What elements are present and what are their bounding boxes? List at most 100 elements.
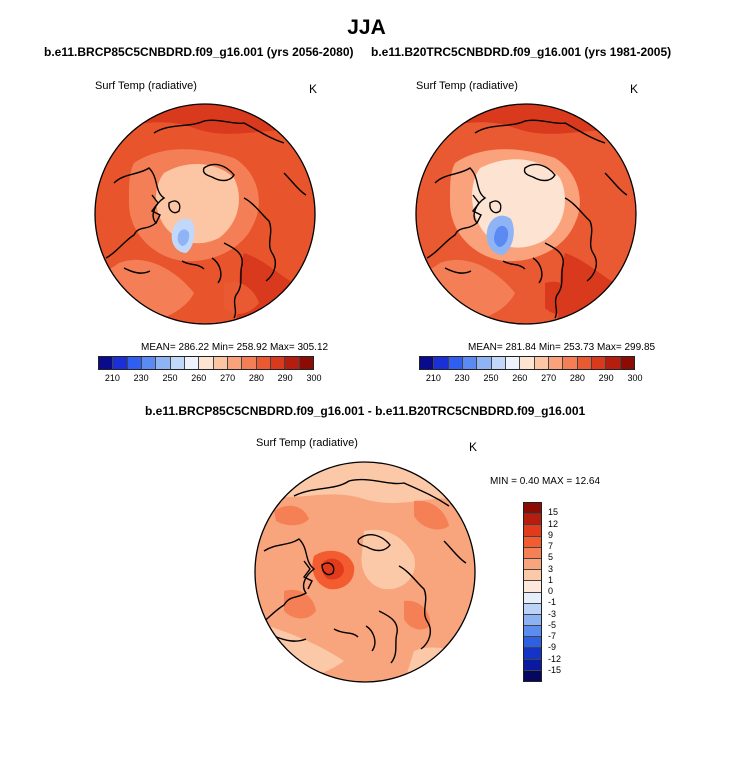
panel3-colorbar-swatch (524, 603, 541, 615)
panel3-colorbar-swatch (524, 592, 541, 604)
panel3-colorbar-swatch (524, 614, 541, 627)
panel2-colorbar-swatch (491, 357, 506, 369)
panel1-colorbar-swatch (127, 357, 142, 369)
panel2-colorbar-tick-label: 270 (541, 373, 557, 383)
panel2-colorbar (419, 356, 635, 370)
panel1-colorbar-swatch (156, 357, 171, 369)
panel1-unit-label: K (309, 82, 318, 96)
panel1-colorbar-ticks: 210 230 250 260 270 280 290 300 (98, 373, 322, 387)
panel1-polar-map (94, 103, 316, 325)
panel1-colorbar-tick-label: 290 (277, 373, 293, 383)
panel2-case-title: b.e11.B20TRC5CNBDRD.f09_g16.001 (yrs 198… (371, 45, 672, 59)
panel3-colorbar-swatch (524, 514, 541, 526)
panel2-colorbar-tick-label: 290 (598, 373, 614, 383)
panel3-polar-map (254, 461, 476, 683)
panel2-colorbar-ticks: 210 230 250 260 270 280 290 300 (419, 373, 643, 387)
panel1-colorbar-swatches (98, 356, 314, 370)
panel2-colorbar-swatch (520, 357, 535, 369)
panel3-colorbar-tick-label: 3 (548, 563, 554, 574)
panel1-colorbar-swatch (227, 357, 243, 369)
panel1-colorbar-swatch (270, 357, 286, 369)
panel1-colorbar-tick-label: 250 (162, 373, 178, 383)
panel1-colorbar-swatch (113, 357, 128, 369)
panel2-colorbar-tick-label: 300 (627, 373, 643, 383)
panel1-colorbar-swatch (199, 357, 214, 369)
panel2-stats: MEAN= 281.84 Min= 253.73 Max= 299.85 (468, 342, 656, 353)
panel2-colorbar-tick-label: 280 (569, 373, 585, 383)
panel1-colorbar-swatch (299, 357, 313, 369)
panel2-colorbar-swatch (548, 357, 564, 369)
panel2-colorbar-tick-label: 210 (425, 373, 441, 383)
panel3-colorbar-swatch (524, 570, 541, 582)
panel3-unit-label: K (469, 440, 478, 454)
panel1-colorbar-tick-label: 300 (306, 373, 322, 383)
panel3-colorbar-swatch (524, 626, 541, 638)
panel3-colorbar-tick-label: -3 (548, 608, 557, 619)
panel3-colorbar-swatch (524, 503, 541, 515)
panel3-case-title: b.e11.BRCP85C5CNBDRD.f09_g16.001 - b.e11… (145, 404, 586, 418)
panel2-colorbar-swatch (563, 357, 578, 369)
panel3-colorbar-tick-label: 7 (548, 541, 554, 551)
panel2-polar-map (415, 103, 637, 325)
panel2-colorbar-swatches (419, 356, 635, 370)
panel3-colorbar-tick-label: 1 (548, 574, 554, 585)
panel2-colorbar-swatch (620, 357, 634, 369)
panel2-colorbar-tick-label: 260 (512, 373, 528, 383)
panel2-colorbar-swatch (577, 357, 592, 369)
panel3-colorbar-swatch (524, 547, 541, 559)
panel3-colorbar-tick-label: 15 (548, 507, 559, 518)
panel1-colorbar-tick-label: 280 (248, 373, 264, 383)
panel1-colorbar-swatch (285, 357, 300, 369)
panel3-colorbar-tick-label: 0 (548, 586, 554, 596)
plot-title: JJA (347, 16, 386, 39)
panel3-colorbar-tick-label: -15 (548, 664, 562, 675)
panel3-colorbar-swatch (524, 525, 541, 537)
panel1-variable-label: Surf Temp (radiative) (95, 80, 197, 92)
panel3-colorbar-swatches (523, 502, 542, 682)
panel2-colorbar-tick-label: 250 (483, 373, 499, 383)
panel2-colorbar-tick-label: 230 (454, 373, 470, 383)
panel1-colorbar-swatch (184, 357, 200, 369)
panel3-colorbar (523, 502, 542, 682)
panel1-stats: MEAN= 286.22 Min= 258.92 Max= 305.12 (141, 342, 329, 353)
panel2-colorbar-swatch (606, 357, 621, 369)
panel3-colorbar-tick-label: -9 (548, 642, 557, 653)
panel3-colorbar-tick-label: -12 (548, 653, 562, 664)
panel3-variable-label: Surf Temp (radiative) (256, 437, 358, 449)
panel2-variable-label: Surf Temp (radiative) (416, 80, 518, 92)
panel1-colorbar-swatch (242, 357, 257, 369)
panel1-colorbar-swatch (141, 357, 157, 369)
panel3-colorbar-tick-label: 12 (548, 518, 559, 529)
panel2-unit-label: K (630, 82, 639, 96)
panel3-colorbar-swatch (524, 558, 541, 571)
panel1-colorbar-tick-label: 210 (104, 373, 120, 383)
panel3-colorbar-ticks: 15 12 9 7 5 3 1 0 -1 -3 -5 -7 -9 -12 -15 (548, 502, 578, 682)
panel2-colorbar-swatch (420, 357, 435, 369)
panel1-case-title: b.e11.BRCP85C5CNBDRD.f09_g16.001 (yrs 20… (44, 45, 354, 59)
panel1-colorbar (98, 356, 314, 370)
panel1-colorbar-swatch (170, 357, 185, 369)
panel3-colorbar-swatch (524, 648, 541, 660)
panel1-colorbar-tick-label: 260 (191, 373, 207, 383)
panel3-colorbar-swatch (524, 637, 541, 649)
panel3-colorbar-tick-label: -7 (548, 631, 557, 641)
panel1-colorbar-tick-label: 230 (133, 373, 149, 383)
panel2-colorbar-swatch (534, 357, 549, 369)
panel2-colorbar-swatch (462, 357, 478, 369)
panel2-colorbar-swatch (434, 357, 449, 369)
panel2-colorbar-swatch (591, 357, 607, 369)
panel1-colorbar-swatch (99, 357, 114, 369)
panel3-stats: MIN = 0.40 MAX = 12.64 (490, 476, 601, 487)
panel3-colorbar-swatch (524, 581, 541, 593)
panel3-colorbar-tick-label: 9 (548, 529, 554, 540)
panel2-colorbar-swatch (505, 357, 521, 369)
panel1-colorbar-swatch (256, 357, 271, 369)
panel3-colorbar-swatch (524, 670, 541, 681)
panel3-colorbar-tick-label: -5 (548, 619, 557, 630)
panel3-colorbar-swatch (524, 659, 541, 671)
panel1-colorbar-tick-label: 270 (220, 373, 236, 383)
panel2-colorbar-swatch (477, 357, 492, 369)
panel2-colorbar-swatch (448, 357, 463, 369)
panel3-colorbar-tick-label: -1 (548, 597, 557, 608)
panel3-colorbar-tick-label: 5 (548, 552, 554, 563)
